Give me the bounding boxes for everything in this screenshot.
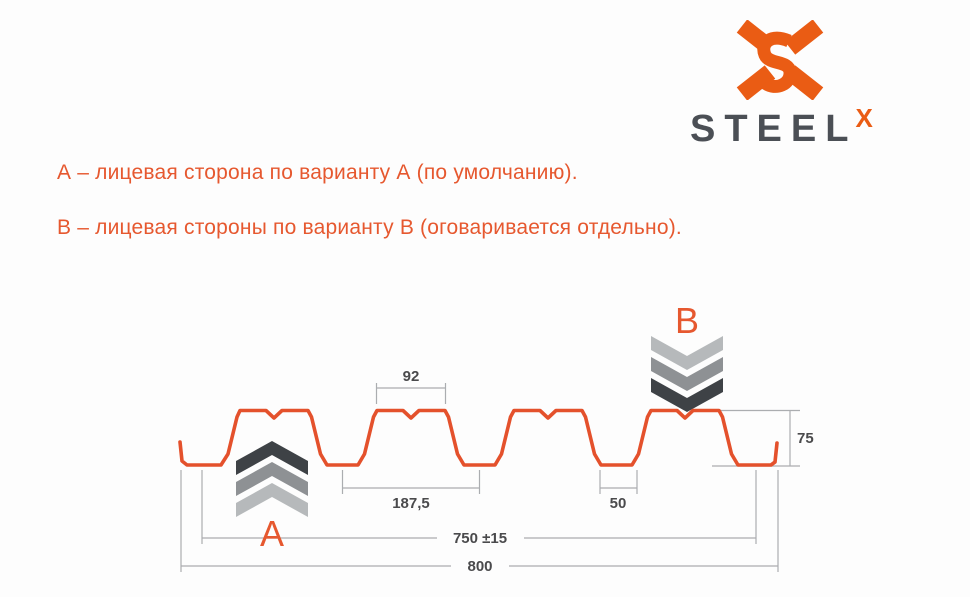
logo-bar-bl (736, 65, 776, 100)
label-side-b: В (675, 300, 699, 341)
dim-overall-width: 800 (467, 558, 492, 575)
steelx-logo-icon (736, 20, 824, 100)
dim-height: 75 (797, 430, 814, 447)
note-line-b: В – лицевая стороны по варианту В (огова… (57, 216, 682, 239)
brand-text: STEELX (690, 103, 873, 151)
label-side-a: А (260, 513, 284, 554)
logo-bar-tr (784, 20, 824, 55)
dim-working-width: 750 ±15 (453, 530, 507, 547)
dimension-lines (180, 383, 800, 572)
dim-pitch: 187,5 (392, 495, 430, 512)
profile-outline (178, 408, 779, 467)
brand-word: STEEL (690, 108, 858, 150)
dim-valley-width: 50 (610, 495, 627, 512)
brand-sup-x: X (855, 103, 873, 133)
chevron-b-icon (651, 336, 723, 412)
chevron-a-icon (236, 441, 308, 517)
logo-s-curve (757, 31, 797, 93)
note-line-a: А – лицевая сторона по варианту А (по ум… (57, 161, 578, 184)
dim-crest-width: 92 (403, 368, 420, 385)
